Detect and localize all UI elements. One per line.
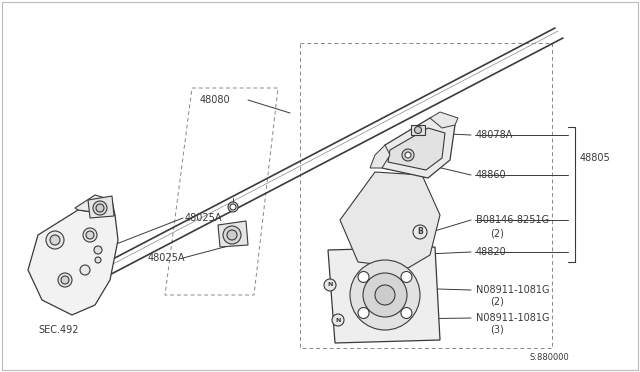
Circle shape <box>83 228 97 242</box>
Text: S:880000: S:880000 <box>530 353 570 362</box>
Circle shape <box>358 272 369 282</box>
Circle shape <box>324 279 336 291</box>
Circle shape <box>227 230 237 240</box>
Circle shape <box>401 272 412 282</box>
Circle shape <box>228 202 238 212</box>
Circle shape <box>94 246 102 254</box>
Text: B: B <box>417 228 423 237</box>
Circle shape <box>61 276 69 284</box>
Text: 48080: 48080 <box>200 95 230 105</box>
Text: 48078A: 48078A <box>476 130 513 140</box>
Circle shape <box>402 149 414 161</box>
Polygon shape <box>370 145 390 168</box>
Polygon shape <box>218 221 248 247</box>
Circle shape <box>58 273 72 287</box>
Text: N08911-1081G: N08911-1081G <box>476 313 550 323</box>
Text: 48860: 48860 <box>476 170 507 180</box>
Circle shape <box>401 308 412 318</box>
Circle shape <box>93 201 107 215</box>
Circle shape <box>95 257 101 263</box>
Text: (3): (3) <box>490 325 504 335</box>
Circle shape <box>358 308 369 318</box>
Circle shape <box>46 231 64 249</box>
Text: 48805: 48805 <box>580 153 611 163</box>
Circle shape <box>363 273 407 317</box>
Circle shape <box>230 204 236 210</box>
Polygon shape <box>75 195 115 215</box>
Polygon shape <box>388 128 445 170</box>
Polygon shape <box>328 247 440 343</box>
Circle shape <box>50 235 60 245</box>
Circle shape <box>413 225 427 239</box>
Circle shape <box>375 285 395 305</box>
Text: B08146-8251G: B08146-8251G <box>476 215 549 225</box>
Text: SEC.492: SEC.492 <box>38 325 79 335</box>
Circle shape <box>223 226 241 244</box>
Circle shape <box>332 314 344 326</box>
Text: N: N <box>335 317 340 323</box>
Polygon shape <box>411 125 425 135</box>
Circle shape <box>96 204 104 212</box>
Polygon shape <box>430 112 458 128</box>
Circle shape <box>350 260 420 330</box>
Circle shape <box>86 231 94 239</box>
Polygon shape <box>340 172 440 268</box>
Circle shape <box>80 265 90 275</box>
Polygon shape <box>28 210 118 315</box>
Circle shape <box>415 126 422 134</box>
Circle shape <box>405 152 411 158</box>
Polygon shape <box>382 118 455 178</box>
Text: 48025A: 48025A <box>185 213 223 223</box>
Text: (2): (2) <box>490 228 504 238</box>
Polygon shape <box>88 196 114 218</box>
Text: N08911-1081G: N08911-1081G <box>476 285 550 295</box>
Text: 48820: 48820 <box>476 247 507 257</box>
Text: (2): (2) <box>490 297 504 307</box>
Text: N: N <box>327 282 333 288</box>
Text: 48025A: 48025A <box>148 253 186 263</box>
